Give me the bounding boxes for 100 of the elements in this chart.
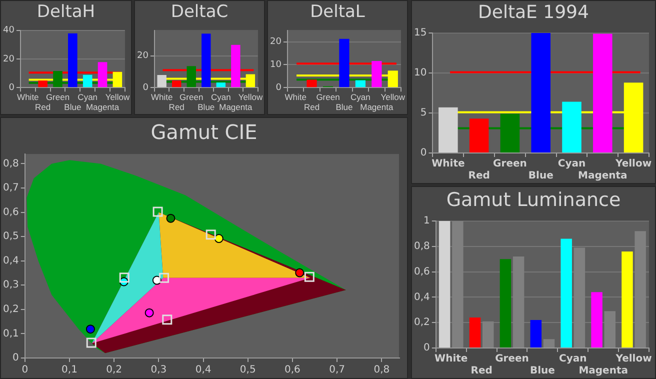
x-tick-label: White: [150, 92, 173, 102]
point: [206, 230, 216, 240]
bar: [157, 75, 166, 88]
x-tick-label: 0,7: [329, 364, 346, 376]
x-tick-label: Green: [46, 92, 70, 102]
x-tick-label: Cyan: [210, 92, 232, 102]
bar: [306, 80, 317, 88]
y-tick-label: 0,8: [414, 240, 430, 252]
bar: [202, 34, 211, 88]
bar: [172, 80, 182, 88]
point: [119, 272, 130, 283]
x-tick-label: Blue: [530, 366, 556, 377]
x-tick-label: Cyan: [559, 354, 587, 365]
x-tick-label: Green: [316, 92, 340, 102]
y-tick-label: 10: [414, 68, 427, 79]
x-tick-label: Blue: [528, 170, 554, 182]
x-tick-label: Yellow: [380, 92, 406, 102]
y-tick-label: 0,2: [414, 317, 430, 328]
point: [159, 272, 170, 283]
y-tick-label: 0: [424, 342, 430, 354]
y-tick-label: 15: [414, 28, 427, 39]
y-tick-label: 5: [420, 108, 427, 119]
bar: [634, 231, 646, 348]
bar: [98, 62, 108, 88]
x-tick-label: Magenta: [219, 102, 252, 112]
y-tick-label: 0: [276, 82, 282, 93]
x-tick-label: Blue: [336, 102, 354, 112]
bar: [622, 251, 633, 348]
x-tick-label: Cyan: [350, 92, 371, 102]
bar: [543, 339, 555, 348]
y-tick-label: 0,1: [2, 328, 19, 340]
x-tick-label: Red: [468, 170, 490, 182]
chart-title: DeltaL: [309, 1, 366, 23]
bar: [593, 34, 612, 152]
bar: [500, 259, 512, 348]
x-tick-label: 0,1: [62, 364, 78, 376]
bar: [82, 74, 92, 88]
y-tick-label: 20: [270, 37, 282, 48]
chart-title: DeltaH: [36, 1, 96, 23]
bar: [38, 80, 48, 88]
x-tick-label: Blue: [198, 102, 215, 112]
y-tick-label: 40: [3, 26, 15, 36]
bar: [438, 107, 458, 152]
point: [144, 308, 154, 318]
y-tick-label: 20: [137, 51, 149, 62]
x-tick-label: Green: [495, 354, 529, 365]
bar: [355, 80, 366, 88]
x-tick-label: Blue: [64, 102, 82, 112]
x-tick-label: Red: [168, 102, 185, 112]
bar: [216, 82, 226, 88]
y-tick-label: 0: [8, 82, 15, 93]
point: [166, 214, 176, 223]
chart-title: Gamut CIE: [150, 119, 258, 146]
x-tick-label: White: [432, 158, 465, 170]
bar: [604, 311, 616, 348]
x-tick-label: White: [284, 92, 307, 102]
y-tick-label: 0,4: [414, 292, 430, 303]
bar: [469, 318, 481, 348]
bar: [531, 33, 550, 152]
y-tick-label: 0,7: [2, 182, 19, 194]
bar: [469, 118, 489, 152]
point: [304, 272, 314, 282]
point: [86, 324, 95, 334]
bar: [574, 248, 586, 348]
x-tick-label: White: [17, 92, 40, 102]
x-tick-label: Magenta: [86, 102, 120, 112]
y-tick-label: 0,3: [2, 280, 19, 291]
y-tick-label: 1: [424, 216, 430, 227]
bar: [512, 256, 524, 348]
x-tick-label: Cyan: [558, 158, 586, 170]
y-tick-label: 0,6: [414, 266, 430, 278]
y-tick-label: 0: [420, 148, 427, 159]
x-tick-label: 0,6: [284, 364, 300, 376]
x-tick-label: Cyan: [78, 92, 98, 102]
point: [152, 206, 163, 217]
y-tick-label: 0,5: [2, 231, 19, 242]
bar: [482, 321, 494, 348]
x-tick-label: 0,3: [150, 364, 167, 376]
bar: [560, 238, 572, 348]
x-tick-label: Yellow: [105, 92, 130, 102]
x-tick-label: Red: [304, 102, 320, 112]
y-tick-label: 20: [3, 54, 15, 64]
y-tick-label: 0,6: [2, 206, 19, 218]
x-tick-label: 0,8: [374, 364, 390, 376]
x-tick-label: 0,4: [195, 364, 212, 376]
chart-title: DeltaE 1994: [477, 1, 590, 25]
bar: [452, 221, 464, 348]
x-tick-label: Magenta: [360, 102, 394, 112]
bar: [562, 102, 582, 152]
point: [214, 234, 224, 244]
x-tick-label: 0: [22, 364, 28, 376]
x-tick-label: Red: [470, 366, 492, 377]
x-tick-label: 0,5: [240, 364, 256, 376]
x-tick-label: Magenta: [578, 366, 628, 377]
bar: [591, 292, 602, 348]
x-tick-label: White: [434, 354, 468, 365]
x-tick-label: Green: [180, 92, 204, 102]
bar: [530, 320, 542, 348]
point: [86, 338, 96, 348]
x-tick-label: Yellow: [614, 158, 652, 170]
